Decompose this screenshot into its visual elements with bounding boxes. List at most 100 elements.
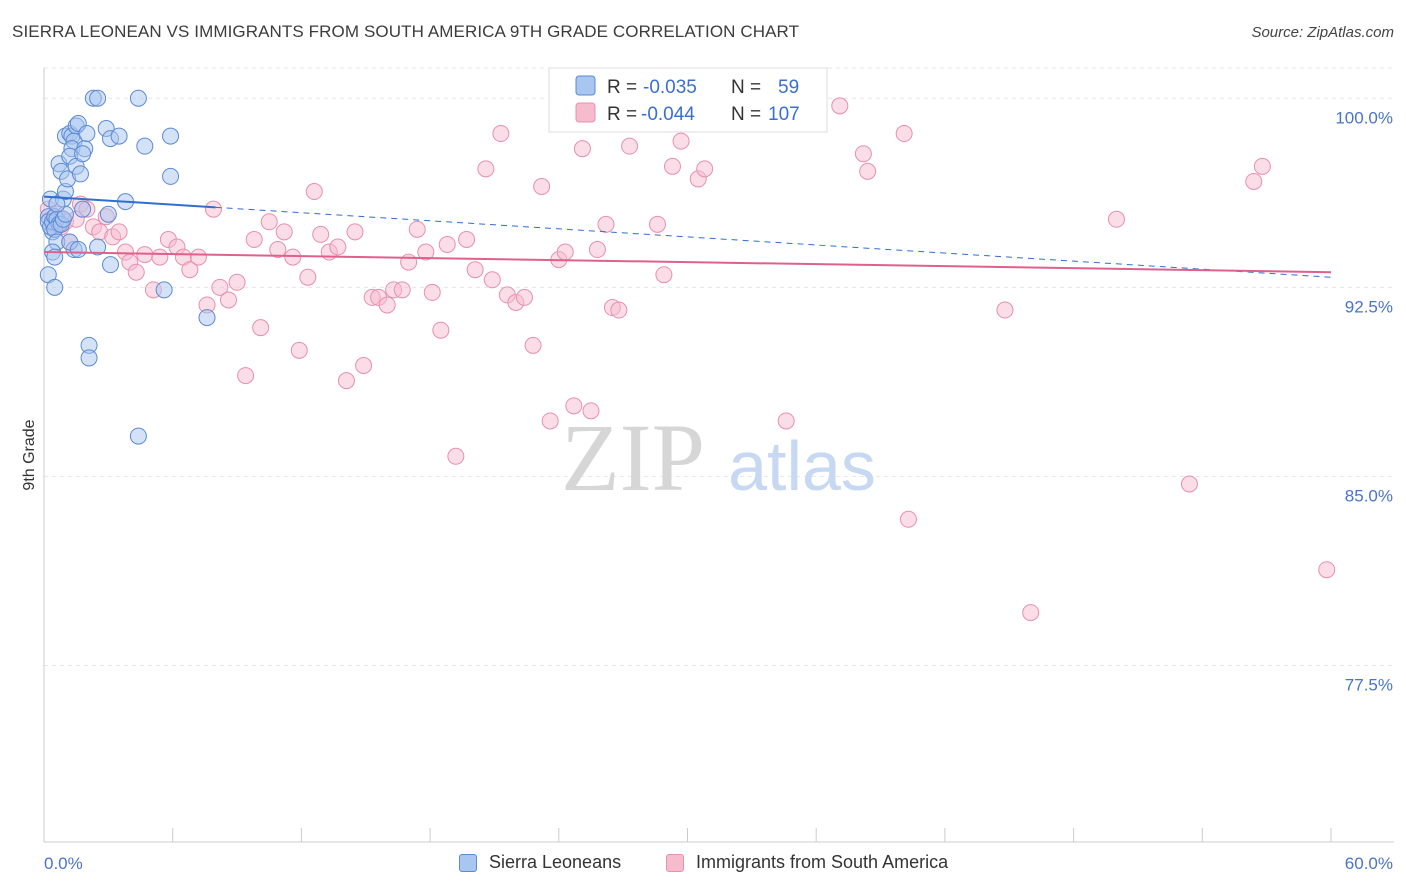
gridlines (44, 67, 1394, 667)
data-point-immigrants (1318, 561, 1336, 579)
data-point-immigrants (355, 356, 373, 374)
data-point-immigrants (621, 137, 639, 155)
data-point-immigrants (245, 230, 263, 248)
data-point-immigrants (696, 160, 714, 178)
data-point-immigrants (1108, 210, 1125, 228)
data-point-immigrants (831, 97, 849, 115)
data-point-immigrants (337, 372, 355, 390)
watermark-atlas: atlas (728, 427, 876, 505)
data-point-immigrants (859, 162, 877, 180)
bottom-legend-label-1: Sierra Leoneans (489, 852, 622, 872)
data-point-sierra-leoneans (110, 127, 128, 145)
data-point-immigrants (260, 213, 278, 231)
data-point-immigrants (127, 263, 145, 281)
legend-n-label-1: N = (731, 77, 761, 98)
data-point-immigrants (181, 261, 199, 279)
legend-swatch-blue (575, 75, 596, 96)
data-point-immigrants (483, 271, 501, 289)
trend-line-sierra-leoneans (43, 195, 216, 209)
trend-lines (43, 195, 1332, 278)
bottom-legend-swatch-blue (459, 853, 477, 872)
data-point-immigrants (400, 253, 418, 271)
data-point-immigrants (329, 238, 347, 256)
data-point-immigrants (346, 223, 364, 241)
data-point-immigrants (438, 235, 456, 253)
data-point-immigrants (447, 447, 465, 465)
data-point-immigrants (1180, 475, 1198, 493)
x-tick-label-max: 60.0% (1345, 854, 1393, 873)
data-point-immigrants (655, 266, 673, 284)
data-point-sierra-leoneans (74, 200, 92, 218)
axes (43, 68, 1394, 843)
data-point-sierra-leoneans (46, 278, 64, 296)
legend-r-value-2: -0.044 (641, 104, 695, 125)
data-point-immigrants (597, 215, 615, 233)
data-point-immigrants (432, 321, 450, 339)
data-point-immigrants (151, 248, 169, 266)
data-point-immigrants (899, 510, 917, 528)
legend-n-label-2: N = (731, 104, 761, 125)
data-point-immigrants (854, 145, 872, 163)
bottom-legend: Sierra Leoneans Immigrants from South Am… (0, 852, 1406, 878)
data-point-immigrants (565, 397, 583, 415)
data-point-immigrants (610, 301, 628, 319)
bottom-legend-swatch-pink (666, 853, 684, 872)
data-point-sierra-leoneans (162, 127, 180, 145)
data-point-sierra-leoneans (89, 238, 107, 256)
data-point-sierra-leoneans (136, 137, 154, 155)
data-point-sierra-leoneans (101, 256, 119, 274)
data-point-immigrants (1245, 172, 1263, 190)
y-tick-label: 85.0% (1345, 486, 1393, 505)
data-point-immigrants (524, 336, 542, 354)
data-point-sierra-leoneans (71, 165, 89, 183)
data-point-immigrants (408, 220, 426, 238)
data-point-sierra-leoneans (99, 205, 117, 223)
data-point-immigrants (423, 283, 441, 301)
data-point-immigrants (895, 125, 913, 143)
series-immigrants-points (39, 89, 1336, 622)
data-point-immigrants (477, 160, 495, 178)
legend-swatch-pink (575, 102, 596, 123)
data-point-immigrants (466, 261, 484, 279)
data-point-sierra-leoneans (198, 309, 216, 327)
legend-r-value-1: -0.035 (643, 77, 697, 98)
data-point-immigrants (648, 215, 666, 233)
y-tick-labels: 77.5% 85.0% 92.5% 100.0% (1335, 108, 1393, 694)
data-point-sierra-leoneans (129, 427, 147, 445)
trend-line-sierra-leoneans-dashed (215, 206, 1332, 278)
data-point-immigrants (417, 243, 435, 261)
data-point-sierra-leoneans (89, 89, 107, 107)
data-point-sierra-leoneans (162, 167, 180, 185)
data-point-immigrants (1253, 157, 1271, 175)
data-point-sierra-leoneans (48, 195, 66, 213)
bottom-legend-item-immigrants: Immigrants from South America (666, 852, 948, 873)
legend-r-label-2: R = (607, 104, 637, 125)
data-point-immigrants (996, 301, 1014, 319)
legend-n-value-1: 59 (778, 77, 799, 98)
data-point-sierra-leoneans (69, 241, 87, 259)
bottom-legend-label-2: Immigrants from South America (696, 852, 949, 872)
legend-r-label-1: R = (607, 77, 637, 98)
watermark-zip: ZIP (561, 404, 705, 511)
data-point-immigrants (458, 230, 476, 248)
data-point-immigrants (189, 248, 207, 266)
x-tick-labels: 0.0% 60.0% (44, 854, 1393, 873)
data-point-immigrants (672, 132, 690, 150)
x-tick-label-min: 0.0% (44, 854, 83, 873)
data-point-immigrants (663, 157, 681, 175)
data-point-immigrants (299, 268, 317, 286)
data-point-immigrants (284, 248, 302, 266)
data-point-immigrants (312, 225, 330, 243)
data-point-sierra-leoneans (129, 89, 147, 107)
trend-line-immigrants (43, 251, 1332, 274)
legend-n-value-2: 107 (768, 104, 800, 125)
data-point-immigrants (533, 177, 551, 195)
data-point-immigrants (219, 291, 237, 309)
data-point-immigrants (275, 223, 293, 241)
chart-title: SIERRA LEONEAN VS IMMIGRANTS FROM SOUTH … (12, 22, 800, 41)
source-label: Source: ZipAtlas.com (1251, 24, 1394, 41)
y-tick-label: 77.5% (1345, 676, 1393, 695)
data-point-sierra-leoneans (74, 145, 92, 163)
data-point-immigrants (582, 402, 600, 420)
data-point-immigrants (541, 412, 559, 430)
